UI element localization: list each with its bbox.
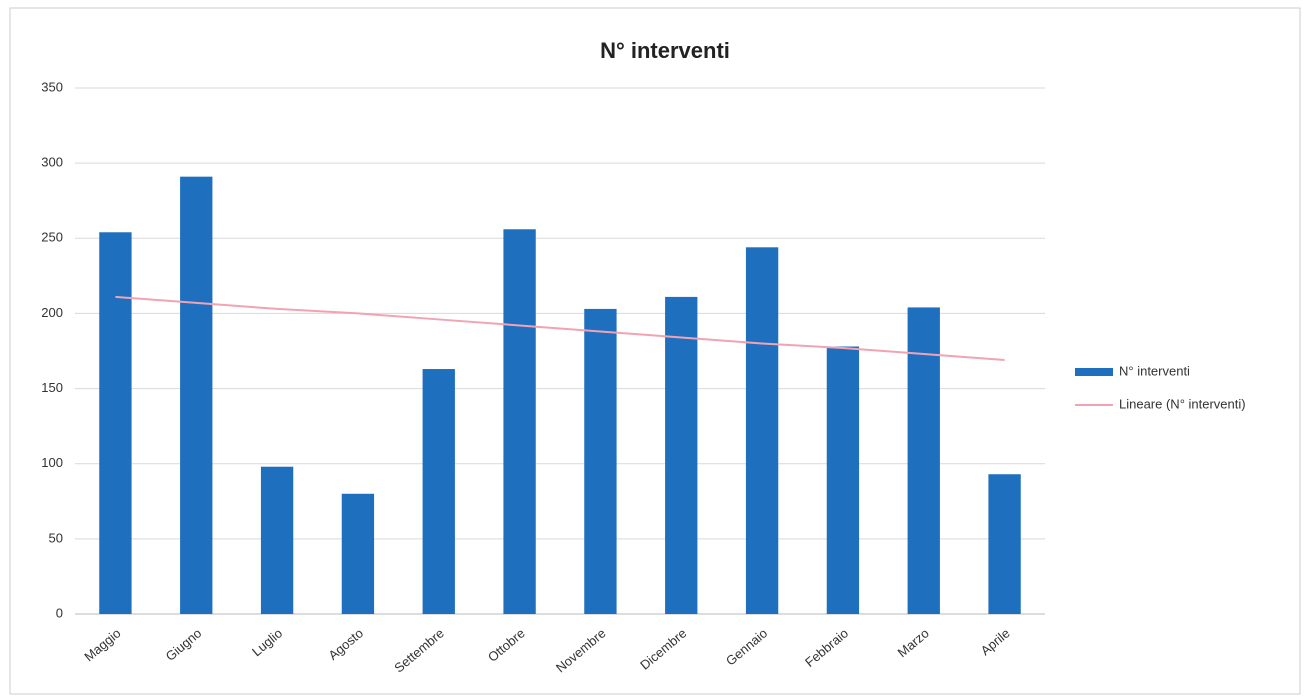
chart-frame — [9, 7, 1301, 695]
y-tick-label: 100 — [41, 455, 63, 470]
legend-label: N° interventi — [1119, 363, 1190, 378]
bar — [584, 308, 617, 614]
bar — [422, 369, 455, 614]
y-tick-label: 300 — [41, 155, 63, 170]
bar — [99, 232, 132, 614]
bar — [260, 466, 294, 614]
bar — [826, 346, 860, 614]
y-tick-label: 0 — [56, 605, 63, 620]
trend-line — [115, 295, 1005, 362]
chart-title: N° interventi — [600, 38, 730, 63]
bar — [503, 229, 536, 615]
bar — [988, 474, 1021, 614]
bar — [341, 493, 375, 614]
legend-label: Lineare (N° interventi) — [1119, 396, 1246, 411]
bar — [665, 296, 698, 614]
y-tick-label: 200 — [41, 305, 63, 320]
bar — [745, 247, 779, 614]
y-tick-label: 250 — [41, 230, 63, 245]
bar — [180, 176, 213, 614]
y-tick-label: 350 — [41, 79, 63, 94]
bar — [907, 307, 940, 614]
legend-swatch — [1075, 368, 1113, 376]
y-tick-label: 150 — [41, 380, 63, 395]
y-tick-label: 50 — [49, 530, 63, 545]
